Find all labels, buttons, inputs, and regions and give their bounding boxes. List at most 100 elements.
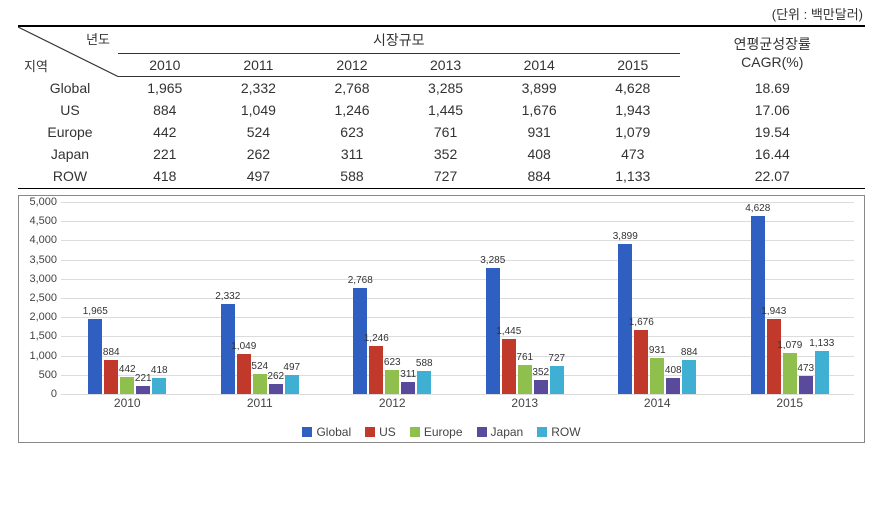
x-tick-label: 2010 bbox=[114, 396, 141, 410]
region-cell: ROW bbox=[18, 165, 118, 189]
legend-label: US bbox=[379, 425, 396, 439]
table-row: Europe4425246237619311,07919.54 bbox=[18, 121, 865, 143]
bar-label: 1,133 bbox=[809, 338, 834, 349]
bar-label: 473 bbox=[797, 363, 814, 374]
bar bbox=[682, 360, 696, 394]
bar-label: 524 bbox=[251, 361, 268, 372]
grid-line bbox=[61, 336, 854, 337]
bar-label: 623 bbox=[384, 357, 401, 368]
value-cell: 1,133 bbox=[586, 165, 680, 189]
x-tick-label: 2011 bbox=[247, 396, 273, 410]
value-cell: 2,332 bbox=[212, 77, 306, 100]
y-axis: 05001,0001,5002,0002,5003,0003,5004,0004… bbox=[19, 202, 61, 394]
bar-label: 1,676 bbox=[629, 317, 654, 328]
legend-item: ROW bbox=[537, 425, 580, 439]
grid-line bbox=[61, 221, 854, 222]
bar bbox=[417, 371, 431, 394]
table-row: US8841,0491,2461,4451,6761,94317.06 bbox=[18, 99, 865, 121]
x-tick-label: 2013 bbox=[511, 396, 538, 410]
bar-label: 311 bbox=[400, 369, 416, 380]
grid-line bbox=[61, 240, 854, 241]
y-tick-label: 4,500 bbox=[29, 215, 57, 227]
region-cell: Japan bbox=[18, 143, 118, 165]
bar bbox=[237, 354, 251, 394]
y-tick-label: 5,000 bbox=[29, 196, 57, 208]
cagr-header-line1: 연평균성장률 bbox=[684, 34, 861, 54]
value-cell: 1,676 bbox=[492, 99, 586, 121]
bar bbox=[666, 378, 680, 394]
value-cell: 1,445 bbox=[399, 99, 493, 121]
bar-label: 3,899 bbox=[613, 231, 638, 242]
grid-line bbox=[61, 260, 854, 261]
table-body: Global1,9652,3322,7683,2853,8994,62818.6… bbox=[18, 77, 865, 189]
value-cell: 408 bbox=[492, 143, 586, 165]
y-tick-label: 4,000 bbox=[29, 234, 57, 246]
x-axis: 201020112012201320142015 bbox=[61, 394, 854, 414]
cagr-cell: 18.69 bbox=[680, 77, 865, 100]
bar-label: 1,445 bbox=[496, 326, 521, 337]
grid-line bbox=[61, 298, 854, 299]
year-col-header: 2013 bbox=[399, 54, 493, 77]
year-col-header: 2010 bbox=[118, 54, 212, 77]
year-col-header: 2014 bbox=[492, 54, 586, 77]
unit-label: (단위 : 백만달러) bbox=[0, 0, 883, 25]
legend-label: Global bbox=[316, 425, 351, 439]
value-cell: 442 bbox=[118, 121, 212, 143]
legend-swatch bbox=[365, 427, 375, 437]
bar bbox=[401, 382, 415, 394]
bar-label: 761 bbox=[516, 352, 533, 363]
bar-label: 931 bbox=[649, 345, 666, 356]
value-cell: 727 bbox=[399, 165, 493, 189]
table-row: ROW4184975887278841,13322.07 bbox=[18, 165, 865, 189]
y-tick-label: 1,000 bbox=[29, 350, 57, 362]
bar bbox=[650, 358, 664, 394]
bar-label: 884 bbox=[681, 347, 698, 358]
bar-label: 418 bbox=[151, 365, 168, 376]
bar bbox=[253, 374, 267, 394]
bar-label: 221 bbox=[135, 373, 152, 384]
legend-item: US bbox=[365, 425, 396, 439]
region-cell: Global bbox=[18, 77, 118, 100]
bar bbox=[120, 377, 134, 394]
value-cell: 761 bbox=[399, 121, 493, 143]
value-cell: 221 bbox=[118, 143, 212, 165]
region-axis-label: 지역 bbox=[24, 56, 48, 75]
x-tick-label: 2015 bbox=[776, 396, 803, 410]
year-col-header: 2012 bbox=[305, 54, 399, 77]
value-cell: 418 bbox=[118, 165, 212, 189]
legend-label: ROW bbox=[551, 425, 580, 439]
y-tick-label: 500 bbox=[39, 369, 57, 381]
bar-label: 1,943 bbox=[761, 306, 786, 317]
value-cell: 4,628 bbox=[586, 77, 680, 100]
value-cell: 1,246 bbox=[305, 99, 399, 121]
grid-line bbox=[61, 375, 854, 376]
legend-label: Japan bbox=[491, 425, 524, 439]
value-cell: 1,965 bbox=[118, 77, 212, 100]
y-tick-label: 3,000 bbox=[29, 273, 57, 285]
bar bbox=[799, 376, 813, 394]
corner-header: 년도 지역 bbox=[18, 26, 118, 77]
bar bbox=[269, 384, 283, 394]
legend-swatch bbox=[410, 427, 420, 437]
bar-label: 1,965 bbox=[83, 306, 108, 317]
cagr-header-line2: CAGR(%) bbox=[684, 54, 861, 70]
legend-item: Japan bbox=[477, 425, 524, 439]
grid-line bbox=[61, 356, 854, 357]
bar-label: 588 bbox=[416, 358, 433, 369]
value-cell: 884 bbox=[118, 99, 212, 121]
value-cell: 931 bbox=[492, 121, 586, 143]
region-cell: Europe bbox=[18, 121, 118, 143]
bar bbox=[767, 319, 781, 394]
bar-label: 497 bbox=[283, 362, 300, 373]
region-cell: US bbox=[18, 99, 118, 121]
legend-label: Europe bbox=[424, 425, 463, 439]
value-cell: 262 bbox=[212, 143, 306, 165]
bar-label: 4,628 bbox=[745, 203, 770, 214]
y-tick-label: 1,500 bbox=[29, 330, 57, 342]
bar-label: 727 bbox=[548, 353, 565, 364]
y-tick-label: 3,500 bbox=[29, 254, 57, 266]
bar-label: 408 bbox=[665, 365, 682, 376]
value-cell: 2,768 bbox=[305, 77, 399, 100]
table-row: Japan22126231135240847316.44 bbox=[18, 143, 865, 165]
grid-line bbox=[61, 202, 854, 203]
